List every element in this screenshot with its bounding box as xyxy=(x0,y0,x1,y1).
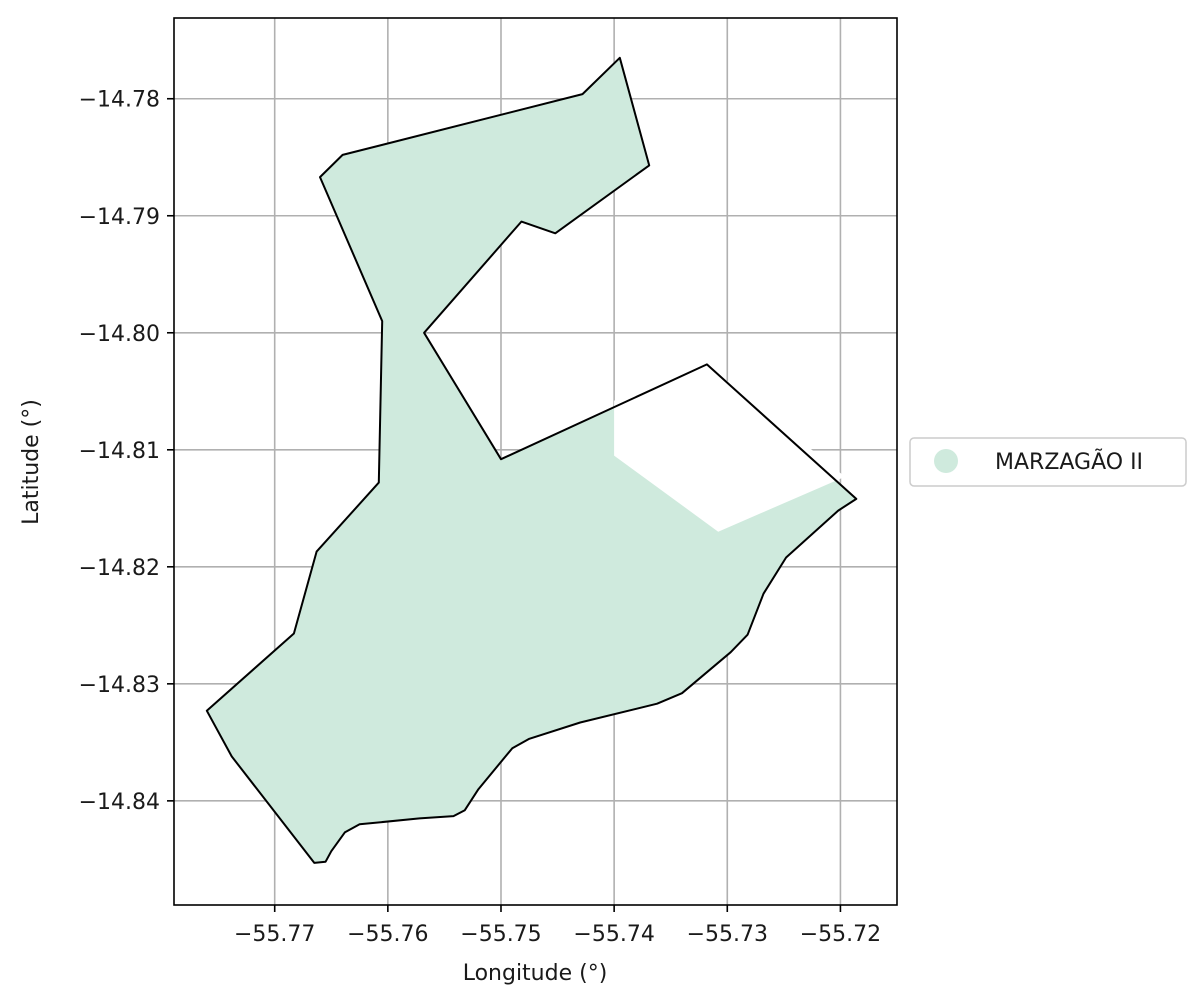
x-axis-label: Longitude (°) xyxy=(463,961,608,986)
x-tick-label: −55.75 xyxy=(460,922,541,947)
x-tick-label: −55.72 xyxy=(800,922,881,947)
y-axis-label: Latitude (°) xyxy=(19,399,44,525)
x-tick-label: −55.76 xyxy=(347,922,428,947)
region-fill xyxy=(206,57,857,863)
legend-marker xyxy=(934,449,958,473)
x-tick-label: −55.77 xyxy=(234,922,315,947)
y-tick-label: −14.83 xyxy=(79,673,160,698)
y-tick-label: −14.78 xyxy=(79,88,160,113)
x-tick-label: −55.74 xyxy=(573,922,654,947)
legend: MARZAGÃO II xyxy=(909,437,1187,487)
y-axis-ticks: −14.78 −14.79 −14.80 −14.81 −14.82 −14.83 −14.… xyxy=(79,88,174,815)
y-tick-label: −14.80 xyxy=(79,322,160,347)
region-boundary xyxy=(205,56,858,864)
legend-entry-label: MARZAGÃO II xyxy=(995,448,1143,475)
x-axis-ticks: −55.77 −55.76 −55.75 −55.74 −55.73 −55.72 xyxy=(234,905,881,947)
x-tick-label: −55.73 xyxy=(687,922,768,947)
legend-box xyxy=(909,437,1187,487)
plot-frame xyxy=(173,17,898,906)
map-regions xyxy=(205,56,858,864)
region-gap xyxy=(614,364,845,532)
y-tick-label: −14.82 xyxy=(79,556,160,581)
y-tick-label: −14.81 xyxy=(79,439,160,464)
y-tick-label: −14.79 xyxy=(79,205,160,230)
y-tick-label: −14.84 xyxy=(79,790,160,815)
